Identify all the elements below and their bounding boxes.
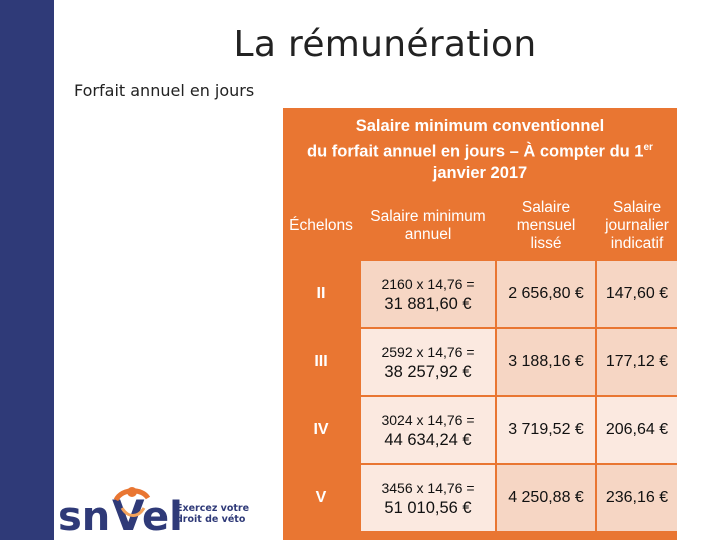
row-daily: 206,64 € [597,397,677,463]
header-echelons: Échelons [283,193,359,259]
left-sidebar-bar [0,0,54,540]
row-monthly: 3 188,16 € [497,329,595,395]
slide-subtitle: Forfait annuel en jours [74,81,255,100]
row-annual-calc: 3456 x 14,76 = 51 010,56 € [361,465,495,531]
row-echelon: IV [283,397,359,463]
svg-text:el: el [142,494,183,536]
table-title-line3: janvier 2017 [432,164,528,183]
header-monthly: Salaire mensuel lissé [497,193,595,259]
table-title-line1: Salaire minimum conventionnel [355,116,605,135]
row-monthly: 3 719,52 € [497,397,595,463]
svg-text:sn: sn [58,494,110,536]
row-annual-calc: 2160 x 14,76 = 31 881,60 € [361,261,495,327]
row-daily: 147,60 € [597,261,677,327]
table-title-line2: du forfait annuel en jours – À compter d… [307,141,653,161]
row-echelon: V [283,465,359,531]
row-monthly: 4 250,88 € [497,465,595,531]
snvel-logo: sn V el [58,487,183,536]
row-daily: 177,12 € [597,329,677,395]
header-daily: Salaire journalier indicatif [597,193,677,259]
row-daily: 236,16 € [597,465,677,531]
row-echelon: III [283,329,359,395]
header-annual: Salaire minimum annuel [361,193,495,259]
slide-title: La rémunération [233,24,537,65]
row-annual-calc: 2592 x 14,76 = 38 257,92 € [361,329,495,395]
table-title: Salaire minimum conventionnel du forfait… [283,108,677,191]
row-monthly: 2 656,80 € [497,261,595,327]
row-echelon: II [283,261,359,327]
row-annual-calc: 3024 x 14,76 = 44 634,24 € [361,397,495,463]
logo-tagline: Exercez votre droit de véto [176,503,250,525]
salary-table: Salaire minimum conventionnel du forfait… [283,108,677,540]
